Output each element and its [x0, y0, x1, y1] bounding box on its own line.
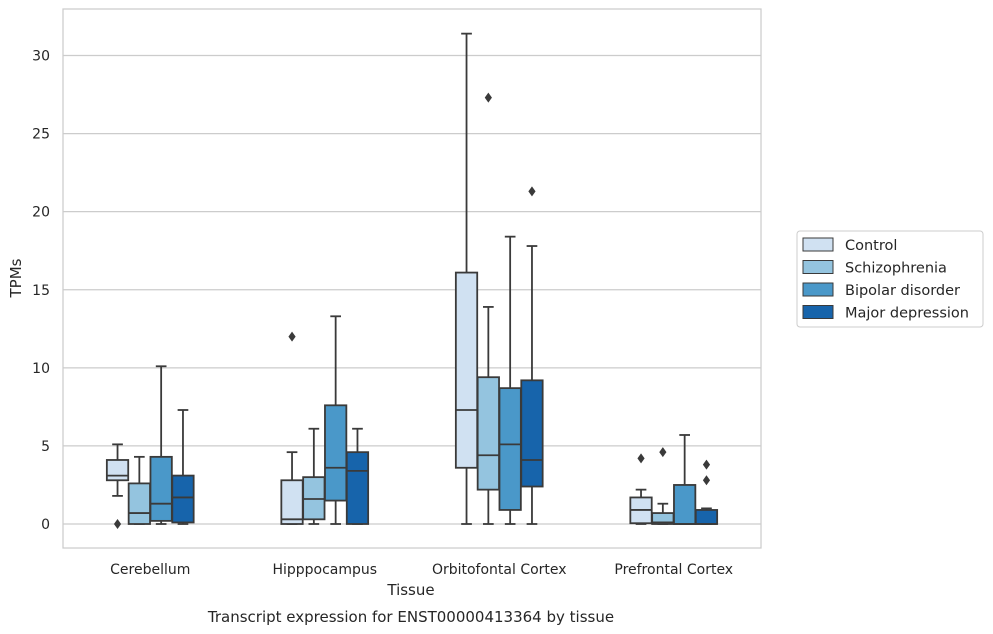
series-2: [127, 92, 675, 525]
box: [673, 484, 697, 525]
box: [280, 479, 304, 525]
box: [520, 379, 544, 488]
legend-label-1: Control: [845, 238, 897, 254]
legend-swatch-4: [802, 305, 834, 319]
legend-swatch-1: [802, 237, 834, 252]
legend-swatch-2: [802, 260, 834, 274]
box: [345, 451, 370, 525]
y-axis-label: TPMs: [7, 258, 25, 298]
outlier-point: [702, 475, 711, 486]
x-axis-ticks: Cerebellum Hipppocampus Orbitofontal Corte…: [110, 562, 733, 578]
outlier-point: [113, 519, 122, 529]
y-tick-label-20: 20: [32, 205, 50, 221]
figure-caption: Transcript expression for ENST0000041336…: [207, 608, 614, 626]
legend-swatch-3: [802, 282, 834, 297]
legend-label-2: Schizophrenia: [845, 261, 947, 277]
y-tick-label-25: 25: [32, 127, 50, 143]
box: [324, 404, 348, 502]
y-tick-label-0: 0: [41, 517, 50, 533]
plot-area-frame: [62, 8, 762, 549]
y-tick-label-10: 10: [32, 361, 50, 377]
outlier-point: [702, 459, 711, 470]
outlier-point: [528, 186, 536, 197]
box: [149, 455, 173, 522]
outlier-point: [659, 447, 667, 458]
outlier-point: [484, 92, 492, 103]
box: [476, 376, 500, 491]
box: [454, 271, 479, 469]
box: [127, 482, 151, 525]
outlier-point: [288, 331, 296, 342]
legend-frame: [796, 230, 984, 328]
series-3: [149, 235, 697, 525]
box-plot-series: [105, 32, 719, 529]
y-tick-label-30: 30: [32, 49, 50, 65]
box: [171, 474, 195, 524]
box: [694, 509, 719, 525]
grid-lines: [63, 54, 761, 525]
x-axis-label: Tissue: [386, 581, 434, 599]
outlier-point: [637, 453, 645, 464]
x-tick-label-3: Orbitofontal Cortex: [432, 562, 567, 578]
legend-label-4: Major depression: [845, 306, 969, 322]
legend: Control Schizophrenia Bipolar disorder Majo…: [796, 230, 984, 328]
box: [105, 459, 130, 482]
x-tick-label-4: Prefrontal Cortex: [614, 562, 733, 578]
series-4: [171, 186, 719, 525]
y-tick-label-5: 5: [41, 439, 50, 455]
x-tick-label-2: Hipppocampus: [272, 562, 377, 578]
y-tick-label-15: 15: [32, 283, 50, 299]
y-axis-ticks: 0 5 10 15 20 25 30: [32, 49, 50, 534]
series-1: [105, 32, 653, 529]
box: [498, 387, 522, 511]
legend-label-3: Bipolar disorder: [845, 283, 960, 299]
x-tick-label-1: Cerebellum: [110, 562, 190, 578]
